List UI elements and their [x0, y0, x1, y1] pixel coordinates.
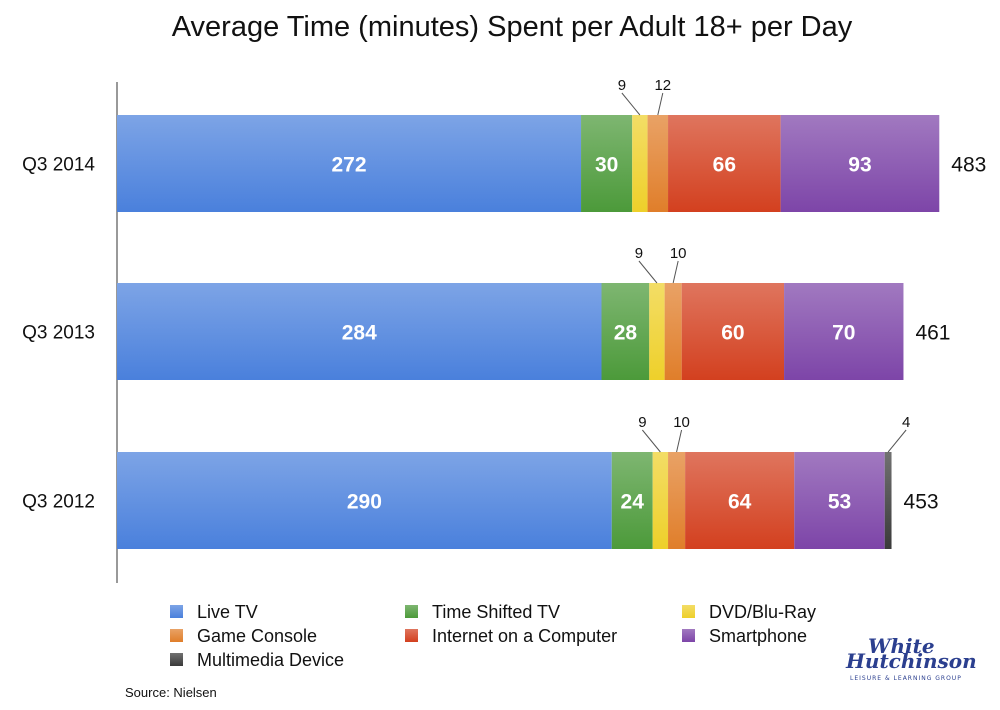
leader-line: [638, 260, 658, 284]
data-label: 272: [331, 154, 366, 177]
leader-line: [887, 429, 907, 453]
bar-segment-live-tv: [117, 452, 612, 549]
bar-segment-live-tv: [117, 115, 582, 212]
bar-segment-internet-on-a-computer: [668, 115, 781, 212]
bar-segment-game-console: [668, 452, 686, 549]
leader-line: [676, 429, 683, 453]
total-label: 453: [904, 491, 939, 514]
bar-segment-dvd-blu-ray: [649, 283, 665, 380]
data-label: 93: [848, 154, 871, 177]
data-label: 12: [654, 77, 671, 94]
bar-segment-internet-on-a-computer: [685, 452, 795, 549]
legend-label: Live TV: [197, 602, 258, 622]
leader-line: [641, 429, 661, 453]
legend-swatch-dvd-blu-ray: [682, 605, 695, 618]
data-label: 284: [342, 322, 377, 345]
bar-segment-dvd-blu-ray: [632, 115, 648, 212]
leader-line: [621, 92, 641, 116]
data-label: 70: [832, 322, 855, 345]
bar-segment-time-shifted-tv: [601, 283, 650, 380]
data-label: 4: [902, 414, 910, 431]
legend-swatch-internet-on-a-computer: [405, 629, 418, 642]
category-label: Q3 2013: [22, 323, 95, 344]
total-label: 483: [951, 154, 986, 177]
bar-segment-game-console: [664, 283, 682, 380]
bar-segment-dvd-blu-ray: [652, 452, 669, 549]
data-label: 290: [347, 491, 382, 514]
legend-label: Smartphone: [709, 626, 807, 646]
legend-label: Game Console: [197, 626, 317, 646]
total-label: 461: [915, 322, 950, 345]
bar-segment-live-tv: [117, 283, 602, 380]
legend-swatch-smartphone: [682, 629, 695, 642]
data-label: 53: [828, 491, 851, 514]
data-label: 9: [618, 77, 626, 94]
white-hutchinson-logo: White Hutchinson LEISURE & LEARNING GROU…: [845, 634, 977, 682]
legend-swatch-time-shifted-tv: [405, 605, 418, 618]
legend-label: Multimedia Device: [197, 650, 344, 670]
legend: Live TV Time Shifted TV DVD/Blu-Ray Game Co…: [170, 602, 816, 670]
category-label: Q3 2014: [22, 155, 95, 176]
data-label: 64: [728, 491, 752, 514]
legend-label: Internet on a Computer: [432, 626, 617, 646]
legend-label: Time Shifted TV: [432, 602, 560, 622]
bar-segment-internet-on-a-computer: [681, 283, 785, 380]
data-label: 9: [635, 245, 643, 262]
category-label: Q3 2012: [22, 492, 95, 513]
bar-segment-smartphone: [780, 115, 940, 212]
legend-swatch-game-console: [170, 629, 183, 642]
legend-label: DVD/Blu-Ray: [709, 602, 816, 622]
bar-segment-multimedia-device: [884, 452, 892, 549]
bars-group: Q3 2014 272 30 9 12 66 93 483 Q3 2013 284 28 9 10 60 7…: [22, 77, 986, 549]
logo-line-2: Hutchinson: [845, 649, 977, 673]
data-label: 24: [621, 491, 645, 514]
source-note: Source: Nielsen: [125, 685, 217, 700]
legend-swatch-live-tv: [170, 605, 183, 618]
data-label: 28: [614, 322, 638, 345]
logo-line-3: LEISURE & LEARNING GROUP: [850, 675, 962, 682]
bar-segment-smartphone: [794, 452, 885, 549]
chart-title: Average Time (minutes) Spent per Adult 1…: [172, 11, 853, 43]
legend-swatch-multimedia-device: [170, 653, 183, 666]
leader-line: [672, 260, 679, 284]
data-label: 10: [673, 414, 690, 431]
leader-line: [657, 92, 664, 116]
data-label: 9: [638, 414, 646, 431]
data-label: 10: [670, 245, 687, 262]
bar-segment-time-shifted-tv: [611, 452, 653, 549]
bar-segment-game-console: [647, 115, 669, 212]
data-label: 30: [595, 154, 618, 177]
bar-segment-time-shifted-tv: [581, 115, 633, 212]
bar-segment-smartphone: [784, 283, 904, 380]
logo-line-1: White: [868, 634, 935, 658]
data-label: 66: [713, 154, 736, 177]
data-label: 60: [721, 322, 744, 345]
